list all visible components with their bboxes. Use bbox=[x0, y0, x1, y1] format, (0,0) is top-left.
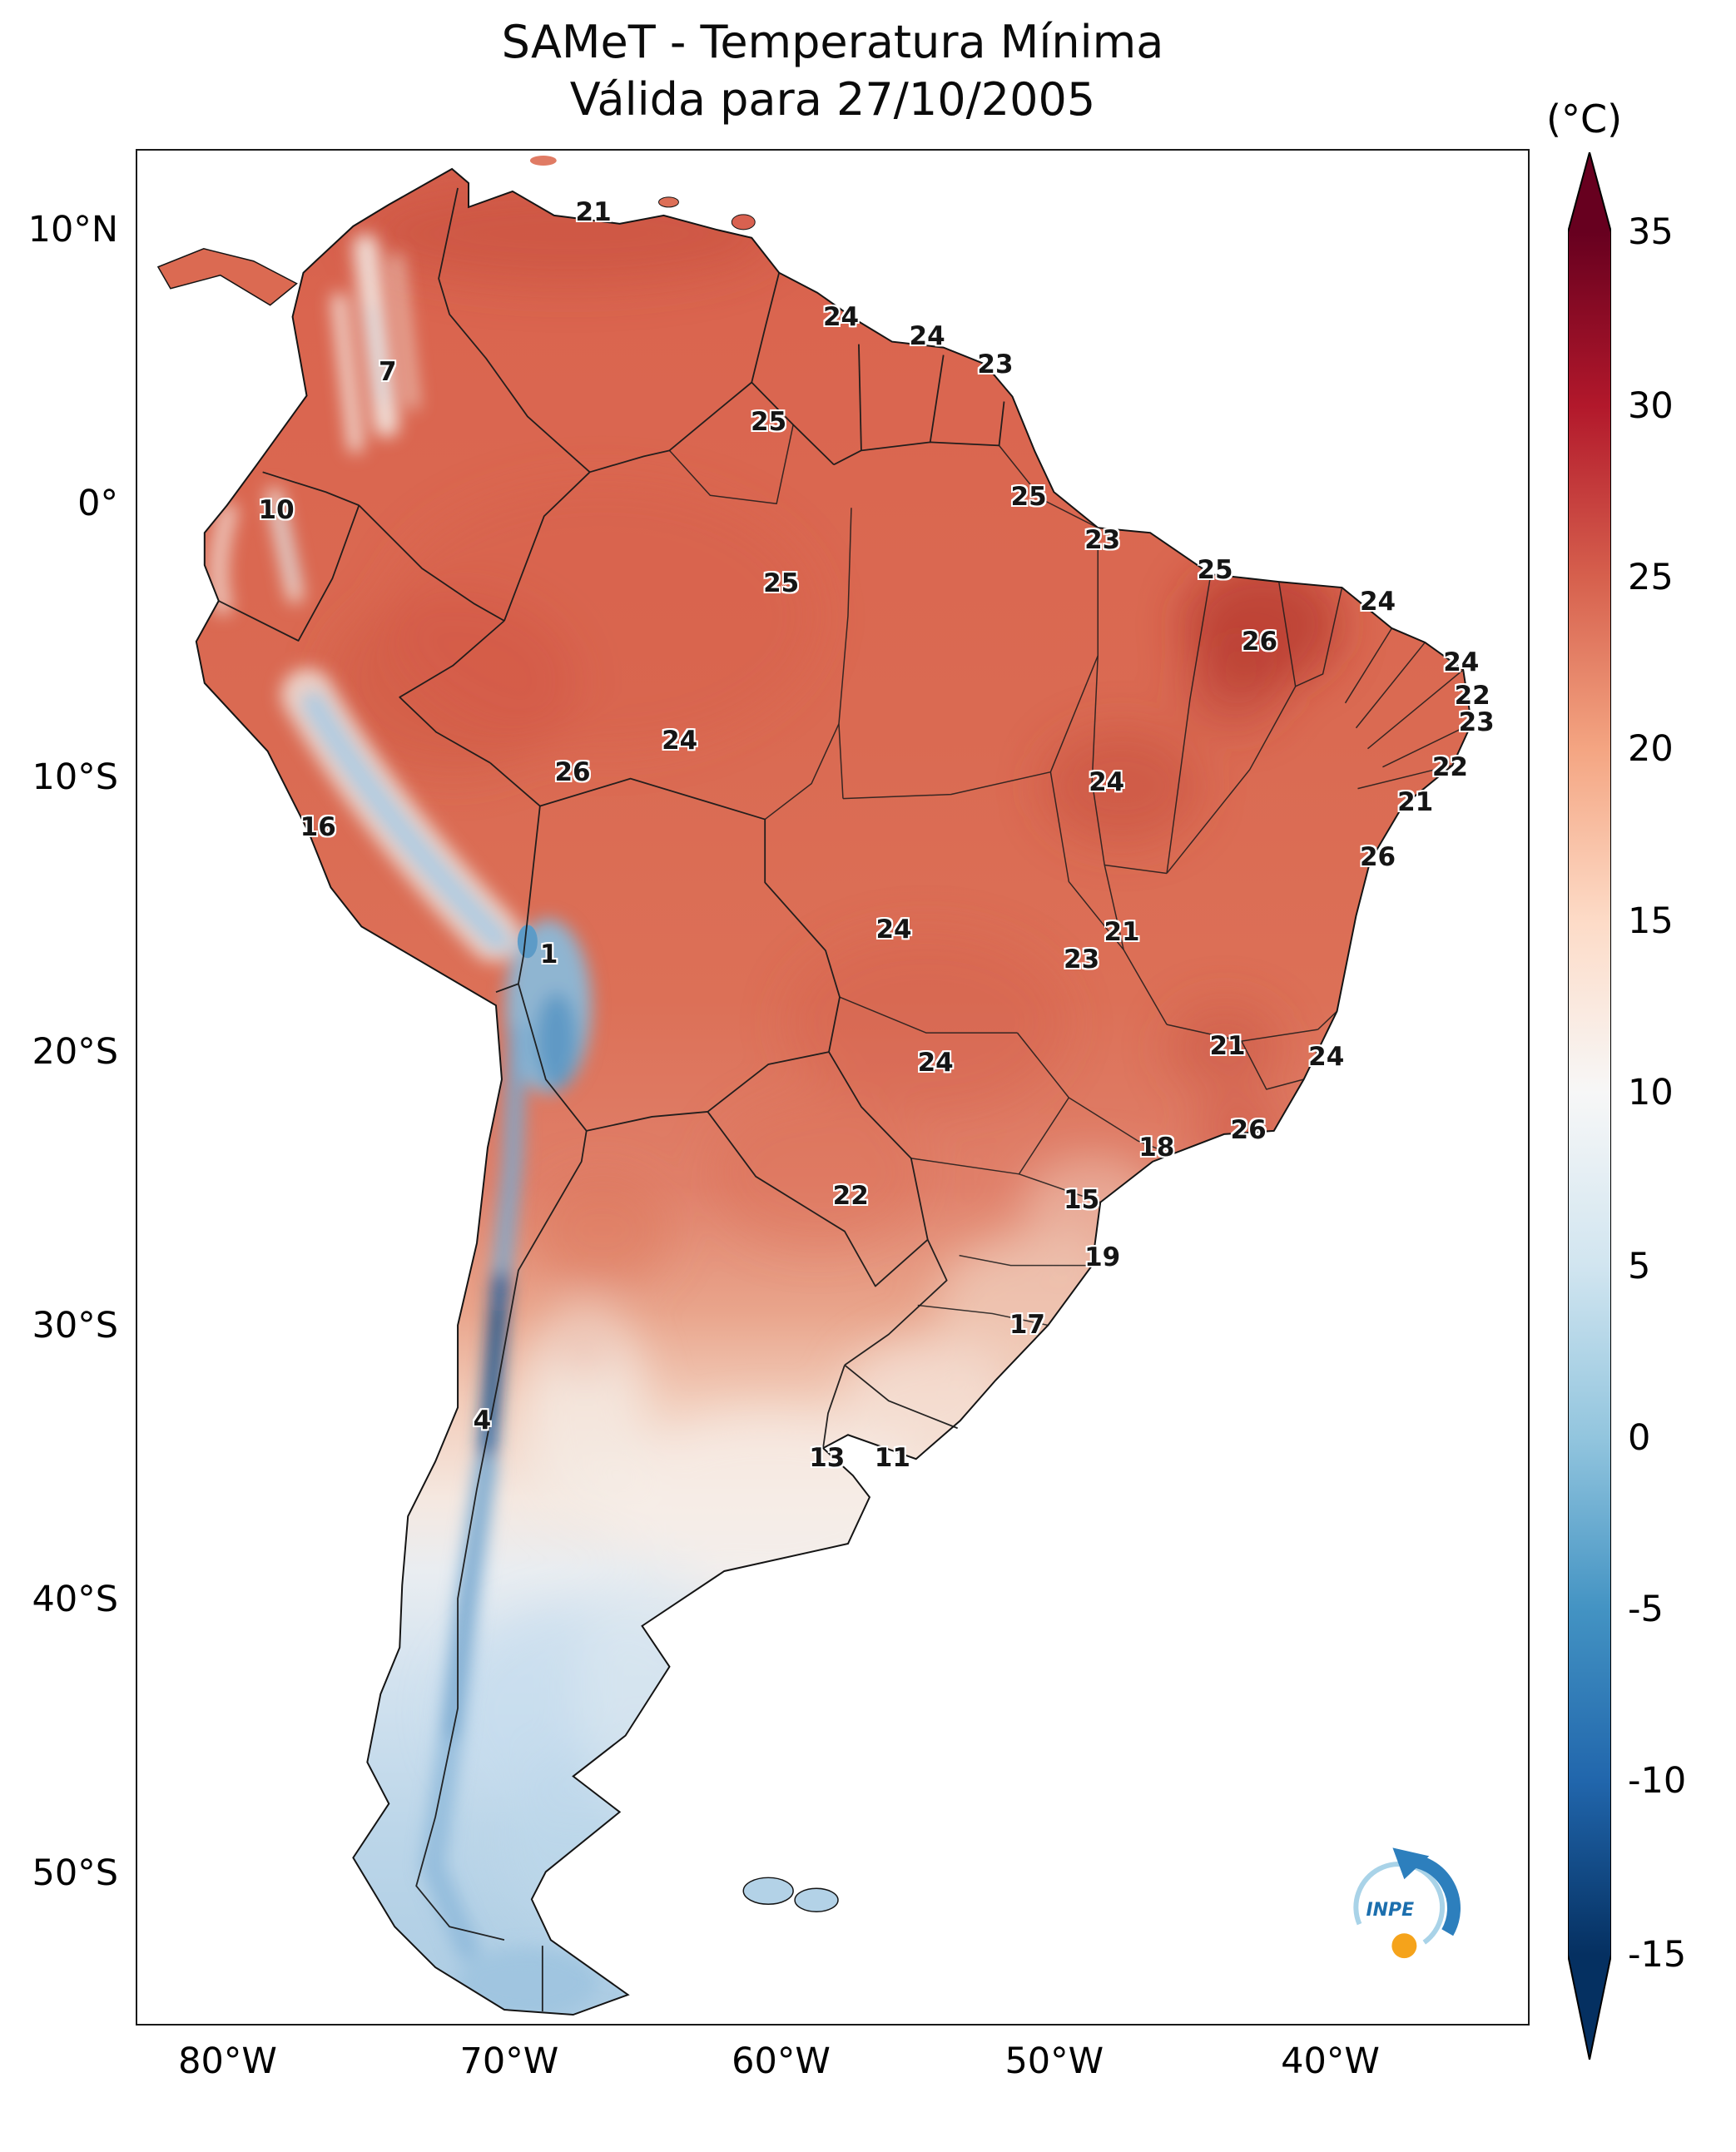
inpe-logo-arrow bbox=[1406, 1853, 1461, 1936]
figure-title: SAMeT - Temperatura Mínima Válida para 2… bbox=[136, 13, 1530, 128]
y-axis-tick-label: 20°S bbox=[32, 1030, 118, 1073]
trinidad-island bbox=[731, 214, 756, 231]
colorbar-outline bbox=[1568, 152, 1611, 2060]
state-borders bbox=[668, 424, 1472, 1326]
colorbar-tick-label: 30 bbox=[1628, 384, 1674, 427]
x-axis-ticks: 80°W 70°W 60°W 50°W 40°W bbox=[136, 2040, 1530, 2099]
colorbar-tick-label: 15 bbox=[1628, 900, 1674, 942]
colorbar-tick-label: -5 bbox=[1628, 1589, 1664, 1631]
y-axis-ticks: 10°N 0° 10°S 20°S 30°S 40°S 50°S bbox=[0, 149, 125, 2026]
lake-titicaca bbox=[517, 925, 538, 959]
colorbar-tick-label: 25 bbox=[1628, 557, 1674, 599]
falkland-island-west bbox=[742, 1877, 794, 1906]
temperature-field bbox=[209, 183, 1342, 2016]
y-axis-tick-label: 10°N bbox=[27, 208, 118, 250]
inpe-logo-orange-dot bbox=[1391, 1933, 1417, 1959]
temperature-blobs bbox=[328, 183, 1342, 1954]
x-axis-tick-label: 40°W bbox=[1281, 2040, 1380, 2082]
x-axis-tick-label: 80°W bbox=[178, 2040, 277, 2082]
x-axis-tick-label: 50°W bbox=[1004, 2040, 1104, 2082]
andes-overlay bbox=[209, 233, 598, 2016]
colorbar-tick-label: 20 bbox=[1628, 728, 1674, 771]
falkland-island-east bbox=[794, 1887, 839, 1912]
map-islands bbox=[529, 155, 839, 1912]
colorbar-tick-label: -10 bbox=[1628, 1760, 1687, 1802]
y-axis-tick-label: 30°S bbox=[32, 1304, 118, 1346]
country-borders bbox=[218, 187, 1005, 2012]
x-axis-tick-label: 70°W bbox=[459, 2040, 559, 2082]
y-axis-tick-label: 40°S bbox=[32, 1579, 118, 1621]
y-axis-tick-label: 10°S bbox=[32, 756, 118, 799]
colorbar-tick-label: 0 bbox=[1628, 1416, 1651, 1459]
title-line-1: SAMeT - Temperatura Mínima bbox=[501, 16, 1164, 68]
y-axis-tick-label: 50°S bbox=[32, 1852, 118, 1895]
map-plot-area: INPE 21 24 24 23 7 25 25 10 23 25 25 24 26 24 22 23 24 26… bbox=[136, 149, 1530, 2026]
south-america-map: INPE bbox=[156, 155, 1473, 2016]
inpe-logo-text: INPE bbox=[1366, 1900, 1414, 1921]
inpe-logo: INPE bbox=[1353, 1847, 1461, 1959]
colorbar-ticks: 35 30 25 20 15 10 5 0 -5 -10 -15 bbox=[1628, 152, 1736, 2060]
colorbar-tick-label: 35 bbox=[1628, 211, 1674, 254]
x-axis-tick-label: 60°W bbox=[732, 2040, 831, 2082]
colorbar bbox=[1568, 152, 1611, 2060]
inpe-logo-arrowhead bbox=[1392, 1847, 1430, 1880]
colorbar-gradient bbox=[1568, 152, 1611, 2060]
colorbar-unit-label: (°C) bbox=[1546, 97, 1623, 141]
panama-landmass bbox=[156, 248, 298, 306]
colorbar-tick-label: 10 bbox=[1628, 1071, 1674, 1113]
title-line-2: Válida para 27/10/2005 bbox=[569, 73, 1096, 126]
y-axis-tick-label: 0° bbox=[77, 483, 118, 525]
colorbar-tick-label: 5 bbox=[1628, 1245, 1651, 1287]
colorbar-tick-label: -15 bbox=[1628, 1933, 1687, 1976]
